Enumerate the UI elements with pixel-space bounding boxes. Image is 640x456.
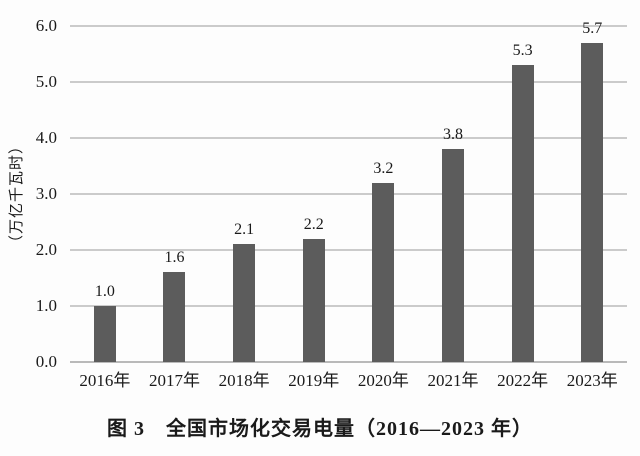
bar-2017年 [163,272,186,362]
bar-2016年 [93,306,116,362]
y-tick-label-5.0: 5.0 [35,72,57,91]
figure-caption: 图 3 全国市场化交易电量（2016—2023 年） [107,418,533,440]
gridline-y-2.0 [70,249,627,251]
x-tick-label-2016年: 2016年 [79,371,131,390]
bar-value-label-2017年: 1.6 [164,249,185,267]
bar-value-label-2021年: 3.8 [442,126,463,144]
y-tick-label-0.0: 0.0 [35,352,57,371]
x-tick-label-2020年: 2020年 [357,371,409,390]
x-tick-label-2022年: 2022年 [497,371,549,390]
bar-2022年 [511,65,534,362]
y-tick-label-2.0: 2.0 [35,240,57,259]
gridline-y-3.0 [70,193,627,195]
x-tick-label-2018年: 2018年 [218,371,270,390]
bar-value-label-2020年: 3.2 [373,159,394,177]
bar-2019年 [302,238,325,362]
y-tick-label-3.0: 3.0 [35,184,57,203]
bar-value-label-2019年: 2.2 [303,215,324,233]
x-tick-label-2021年: 2021年 [427,371,479,390]
bar-value-label-2018年: 2.1 [234,221,255,239]
bar-value-label-2016年: 1.0 [94,283,115,300]
gridline-y-1.0 [70,305,627,307]
bar-2018年 [233,244,256,362]
plot-area: 1.0 1.6 2.1 2.2 3.2 3.8 5.3 5.7 [70,20,627,363]
bar-2020年 [372,182,395,362]
y-tick-label-1.0: 1.0 [35,296,57,315]
x-tick-label-2019年: 2019年 [288,371,340,390]
x-tick-label-2023年: 2023年 [566,371,618,390]
y-tick-label-4.0: 4.0 [35,128,57,147]
bar-value-label-2023年: 5.7 [582,19,603,37]
bar-2023年 [581,42,604,362]
x-tick-label-2017年: 2017年 [148,371,200,390]
gridline-y-5.0 [70,81,627,83]
bar-value-label-2022年: 5.3 [512,42,533,60]
gridline-y-0.0 [70,361,627,363]
gridline-y-6.0 [70,25,627,27]
bar-2021年 [441,149,464,362]
gridline-y-4.0 [70,137,627,139]
y-tick-label-6.0: 6.0 [35,16,57,35]
